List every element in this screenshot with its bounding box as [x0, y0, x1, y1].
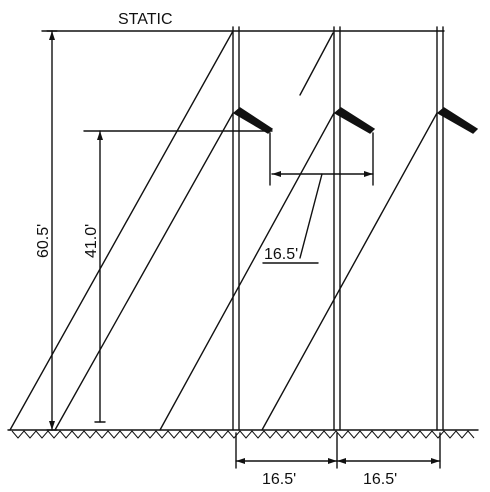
- arm-spacing-label: 16.5': [264, 246, 298, 263]
- arrowheads: [49, 31, 440, 464]
- static-label: STATIC: [118, 11, 173, 28]
- crossarm-2: [333, 107, 376, 134]
- ground-hatching: [11, 430, 475, 439]
- height-static-label: 60.5': [35, 224, 52, 258]
- bottom-spacing-left-label: 16.5': [262, 471, 296, 487]
- crossarm-3: [436, 107, 479, 134]
- pole-2: [333, 26, 341, 431]
- guy-line-2: [54, 112, 234, 431]
- bottom-spacing-right-label: 16.5': [363, 471, 397, 487]
- guy-line-4: [261, 112, 438, 431]
- guy-line-5: [299, 32, 334, 96]
- guy-line-3: [159, 112, 335, 431]
- guy-line-1: [9, 30, 234, 431]
- pole-3: [436, 26, 444, 431]
- pole-1: [232, 26, 240, 431]
- leader-arm-spacing: [299, 173, 323, 259]
- crossarm-1: [232, 107, 274, 134]
- height-arm-label: 41.0': [83, 224, 100, 258]
